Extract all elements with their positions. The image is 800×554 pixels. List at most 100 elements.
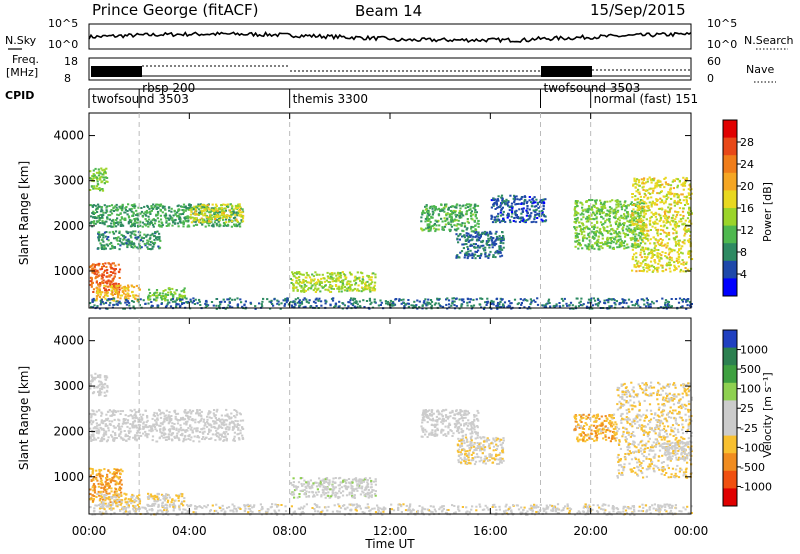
- heatmap-cell: [331, 272, 334, 274]
- heatmap-cell: [619, 242, 622, 245]
- heatmap-cell: [145, 209, 148, 212]
- heatmap-cell: [574, 236, 577, 239]
- heatmap-cell: [324, 288, 327, 291]
- heatmap-cell: [154, 291, 157, 294]
- heatmap-cell: [600, 206, 603, 208]
- heatmap-cell: [450, 225, 453, 228]
- heatmap-cell: [103, 496, 106, 499]
- heatmap-cell: [492, 203, 495, 206]
- heatmap-cell: [674, 244, 677, 247]
- heatmap-cell: [668, 256, 672, 259]
- heatmap-cell: [354, 283, 357, 286]
- heatmap-cell: [273, 298, 276, 301]
- heatmap-cell: [672, 187, 675, 190]
- heatmap-cell: [437, 207, 441, 210]
- heatmap-cell: [490, 232, 493, 235]
- heatmap-cell: [315, 297, 318, 300]
- heatmap-cell: [362, 299, 365, 302]
- heatmap-cell: [189, 205, 192, 208]
- heatmap-cell: [314, 284, 317, 287]
- heatmap-cell: [92, 376, 96, 379]
- heatmap-cell: [98, 374, 101, 377]
- heatmap-cell: [130, 223, 134, 226]
- heatmap-cell: [102, 233, 105, 236]
- heatmap-cell: [591, 199, 594, 201]
- heatmap-cell: [133, 245, 136, 248]
- heatmap-cell: [342, 273, 346, 276]
- heatmap-cell: [677, 242, 680, 244]
- heatmap-cell: [373, 298, 376, 301]
- heatmap-cell: [223, 224, 226, 227]
- heatmap-cell: [158, 246, 162, 249]
- heatmap-cell: [437, 298, 440, 301]
- heatmap-cell: [114, 264, 117, 267]
- heatmap-cell: [226, 203, 229, 206]
- heatmap-cell: [101, 216, 104, 218]
- heatmap-cell: [681, 210, 685, 213]
- heatmap-cell: [682, 182, 685, 185]
- heatmap-cell: [522, 202, 525, 205]
- heatmap-cell: [95, 469, 98, 472]
- heatmap-cell: [130, 246, 133, 248]
- heatmap-cell: [105, 180, 108, 183]
- heatmap-cell: [153, 222, 157, 225]
- heatmap-cell: [458, 238, 461, 241]
- heatmap-cell: [519, 298, 522, 301]
- heatmap-cell: [206, 421, 209, 423]
- heatmap-cell: [614, 215, 617, 217]
- heatmap-cell: [544, 306, 548, 309]
- heatmap-cell: [641, 209, 644, 212]
- heatmap-cell: [523, 198, 527, 201]
- heatmap-cell: [591, 225, 594, 228]
- heatmap-cell: [626, 212, 629, 215]
- heatmap-cell: [638, 237, 642, 240]
- heatmap-cell: [217, 220, 220, 223]
- heatmap-cell: [620, 216, 623, 219]
- heatmap-cell: [593, 212, 596, 215]
- heatmap-cell: [204, 220, 207, 223]
- heatmap-cell: [634, 266, 637, 269]
- heatmap-cell: [641, 199, 644, 202]
- heatmap-cell: [673, 204, 676, 207]
- heatmap-cell: [447, 222, 450, 225]
- heatmap-cell: [642, 260, 645, 263]
- heatmap-cell: [640, 178, 643, 181]
- heatmap-cell: [664, 213, 667, 215]
- heatmap-cell: [156, 294, 159, 297]
- heatmap-cell: [630, 223, 633, 226]
- heatmap-cell: [155, 207, 158, 210]
- heatmap-cell: [464, 207, 467, 210]
- heatmap-cell: [429, 205, 432, 208]
- heatmap-cell: [538, 201, 542, 203]
- heatmap-cell: [636, 198, 639, 201]
- heatmap-cell: [130, 284, 133, 287]
- heatmap-cell: [605, 214, 608, 217]
- heatmap-cell: [106, 473, 109, 476]
- heatmap-cell: [117, 243, 120, 246]
- heatmap-cell: [495, 250, 498, 253]
- heatmap-cell: [364, 286, 367, 288]
- heatmap-cell: [153, 411, 156, 414]
- heatmap-cell: [237, 427, 240, 430]
- heatmap-cell: [641, 224, 644, 227]
- heatmap-cell: [98, 288, 101, 291]
- heatmap-cell: [647, 253, 650, 256]
- heatmap-cell: [631, 212, 634, 215]
- heatmap-cell: [126, 246, 129, 249]
- heatmap-cell: [499, 242, 502, 244]
- heatmap-cell: [603, 243, 606, 246]
- heatmap-cell: [678, 260, 681, 263]
- heatmap-cell: [108, 482, 111, 485]
- heatmap-cell: [384, 300, 387, 303]
- heatmap-cell: [469, 245, 472, 247]
- heatmap-cell: [216, 214, 219, 217]
- heatmap-cell: [533, 196, 536, 199]
- heatmap-cell: [104, 378, 108, 381]
- heatmap-cell: [215, 215, 218, 218]
- heatmap-cell: [494, 208, 497, 210]
- heatmap-cell: [169, 217, 172, 220]
- heatmap-cell: [127, 297, 130, 300]
- heatmap-cell: [91, 225, 94, 228]
- heatmap-cell: [643, 255, 646, 258]
- heatmap-cell: [127, 231, 130, 234]
